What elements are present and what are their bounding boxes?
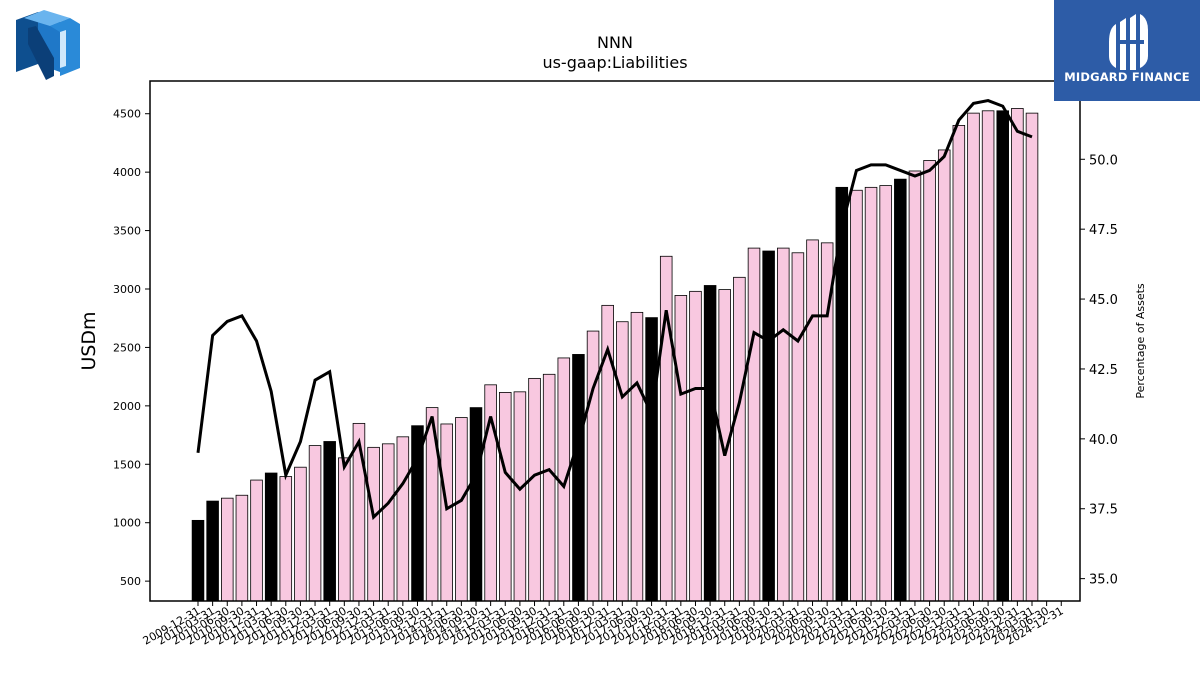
bar <box>528 377 541 602</box>
bar <box>791 252 805 602</box>
bar <box>279 476 293 602</box>
bar <box>879 185 892 602</box>
bar <box>396 436 410 602</box>
y-tick-label: 2000 <box>113 400 141 413</box>
bar <box>221 497 234 602</box>
bar <box>469 407 483 602</box>
y-tick-label: 3500 <box>113 225 141 238</box>
y-tick-label: 1500 <box>113 458 141 471</box>
y-tick-label: 1000 <box>113 517 141 530</box>
bar <box>381 443 395 602</box>
bar <box>455 417 468 602</box>
bar <box>411 425 424 602</box>
y2-tick-label: 50.0 <box>1089 153 1118 168</box>
bar <box>264 472 278 602</box>
y2-tick-label: 40.0 <box>1089 433 1118 448</box>
bar <box>981 110 995 602</box>
bar <box>294 466 307 602</box>
bar <box>733 276 746 602</box>
bar <box>703 285 717 602</box>
bar <box>323 441 336 602</box>
percentage-line <box>196 99 1033 521</box>
bar <box>308 445 322 602</box>
bar <box>191 519 205 602</box>
y2-tick-label: 35.0 <box>1089 573 1118 588</box>
bar <box>1025 112 1039 602</box>
bar <box>440 423 453 602</box>
brand-name: MIDGARD FINANCE <box>1064 70 1190 84</box>
bar <box>894 178 907 602</box>
y-tick-label: 500 <box>120 575 141 588</box>
bar <box>908 170 922 602</box>
y2-tick-label: 37.5 <box>1089 503 1118 518</box>
bar <box>542 373 556 602</box>
bar <box>645 317 658 602</box>
x-axis: 2009-12-312010-03-312010-06-302010-09-30… <box>141 601 1066 648</box>
bar <box>235 494 249 602</box>
bar <box>937 149 951 602</box>
bar <box>206 500 219 602</box>
bar <box>513 391 527 602</box>
y2-axis-label: Percentage of Assets <box>1134 283 1147 399</box>
bar-series <box>191 108 1039 602</box>
bar <box>864 186 878 602</box>
chart-title: NNN <box>597 33 633 52</box>
bar <box>952 125 966 602</box>
y-tick-label: 3000 <box>113 283 141 296</box>
bar <box>777 247 790 602</box>
y-axis-label: USDm <box>78 311 100 370</box>
bar <box>630 311 644 602</box>
bar <box>616 321 629 602</box>
bar <box>923 160 936 602</box>
bar <box>762 250 775 602</box>
bar <box>996 110 1009 602</box>
bar <box>689 290 702 602</box>
midgard-finance-logo: MIDGARD FINANCE <box>1054 0 1200 101</box>
bar <box>806 239 819 602</box>
bar <box>586 330 600 602</box>
midgard-logo-icon <box>1109 14 1148 70</box>
bar <box>747 247 761 602</box>
bar <box>1011 108 1024 602</box>
y2-tick-label: 42.5 <box>1089 363 1118 378</box>
y2-tick-label: 45.0 <box>1089 293 1118 308</box>
bar <box>338 457 351 602</box>
bar <box>250 479 263 602</box>
y-tick-label: 2500 <box>113 341 141 354</box>
y2-tick-label: 47.5 <box>1089 223 1118 238</box>
bar <box>572 354 585 602</box>
bar <box>499 392 512 602</box>
y-tick-label: 4000 <box>113 166 141 179</box>
y-axis: 500 1000 1500 2000 2500 3000 3500 4000 4500 <box>113 108 150 588</box>
bar <box>967 112 980 602</box>
y2-axis: 35.0 37.5 40.0 42.5 45.0 47.5 50.0 <box>1080 153 1118 588</box>
plot-frame <box>149 80 1081 602</box>
bar <box>850 189 863 602</box>
bar <box>659 255 673 602</box>
nnn-logo-icon <box>14 6 82 80</box>
bar <box>367 446 380 602</box>
y-tick-label: 4500 <box>113 108 141 121</box>
chart-subtitle: us-gaap:Liabilities <box>542 53 687 72</box>
bar <box>674 295 688 602</box>
